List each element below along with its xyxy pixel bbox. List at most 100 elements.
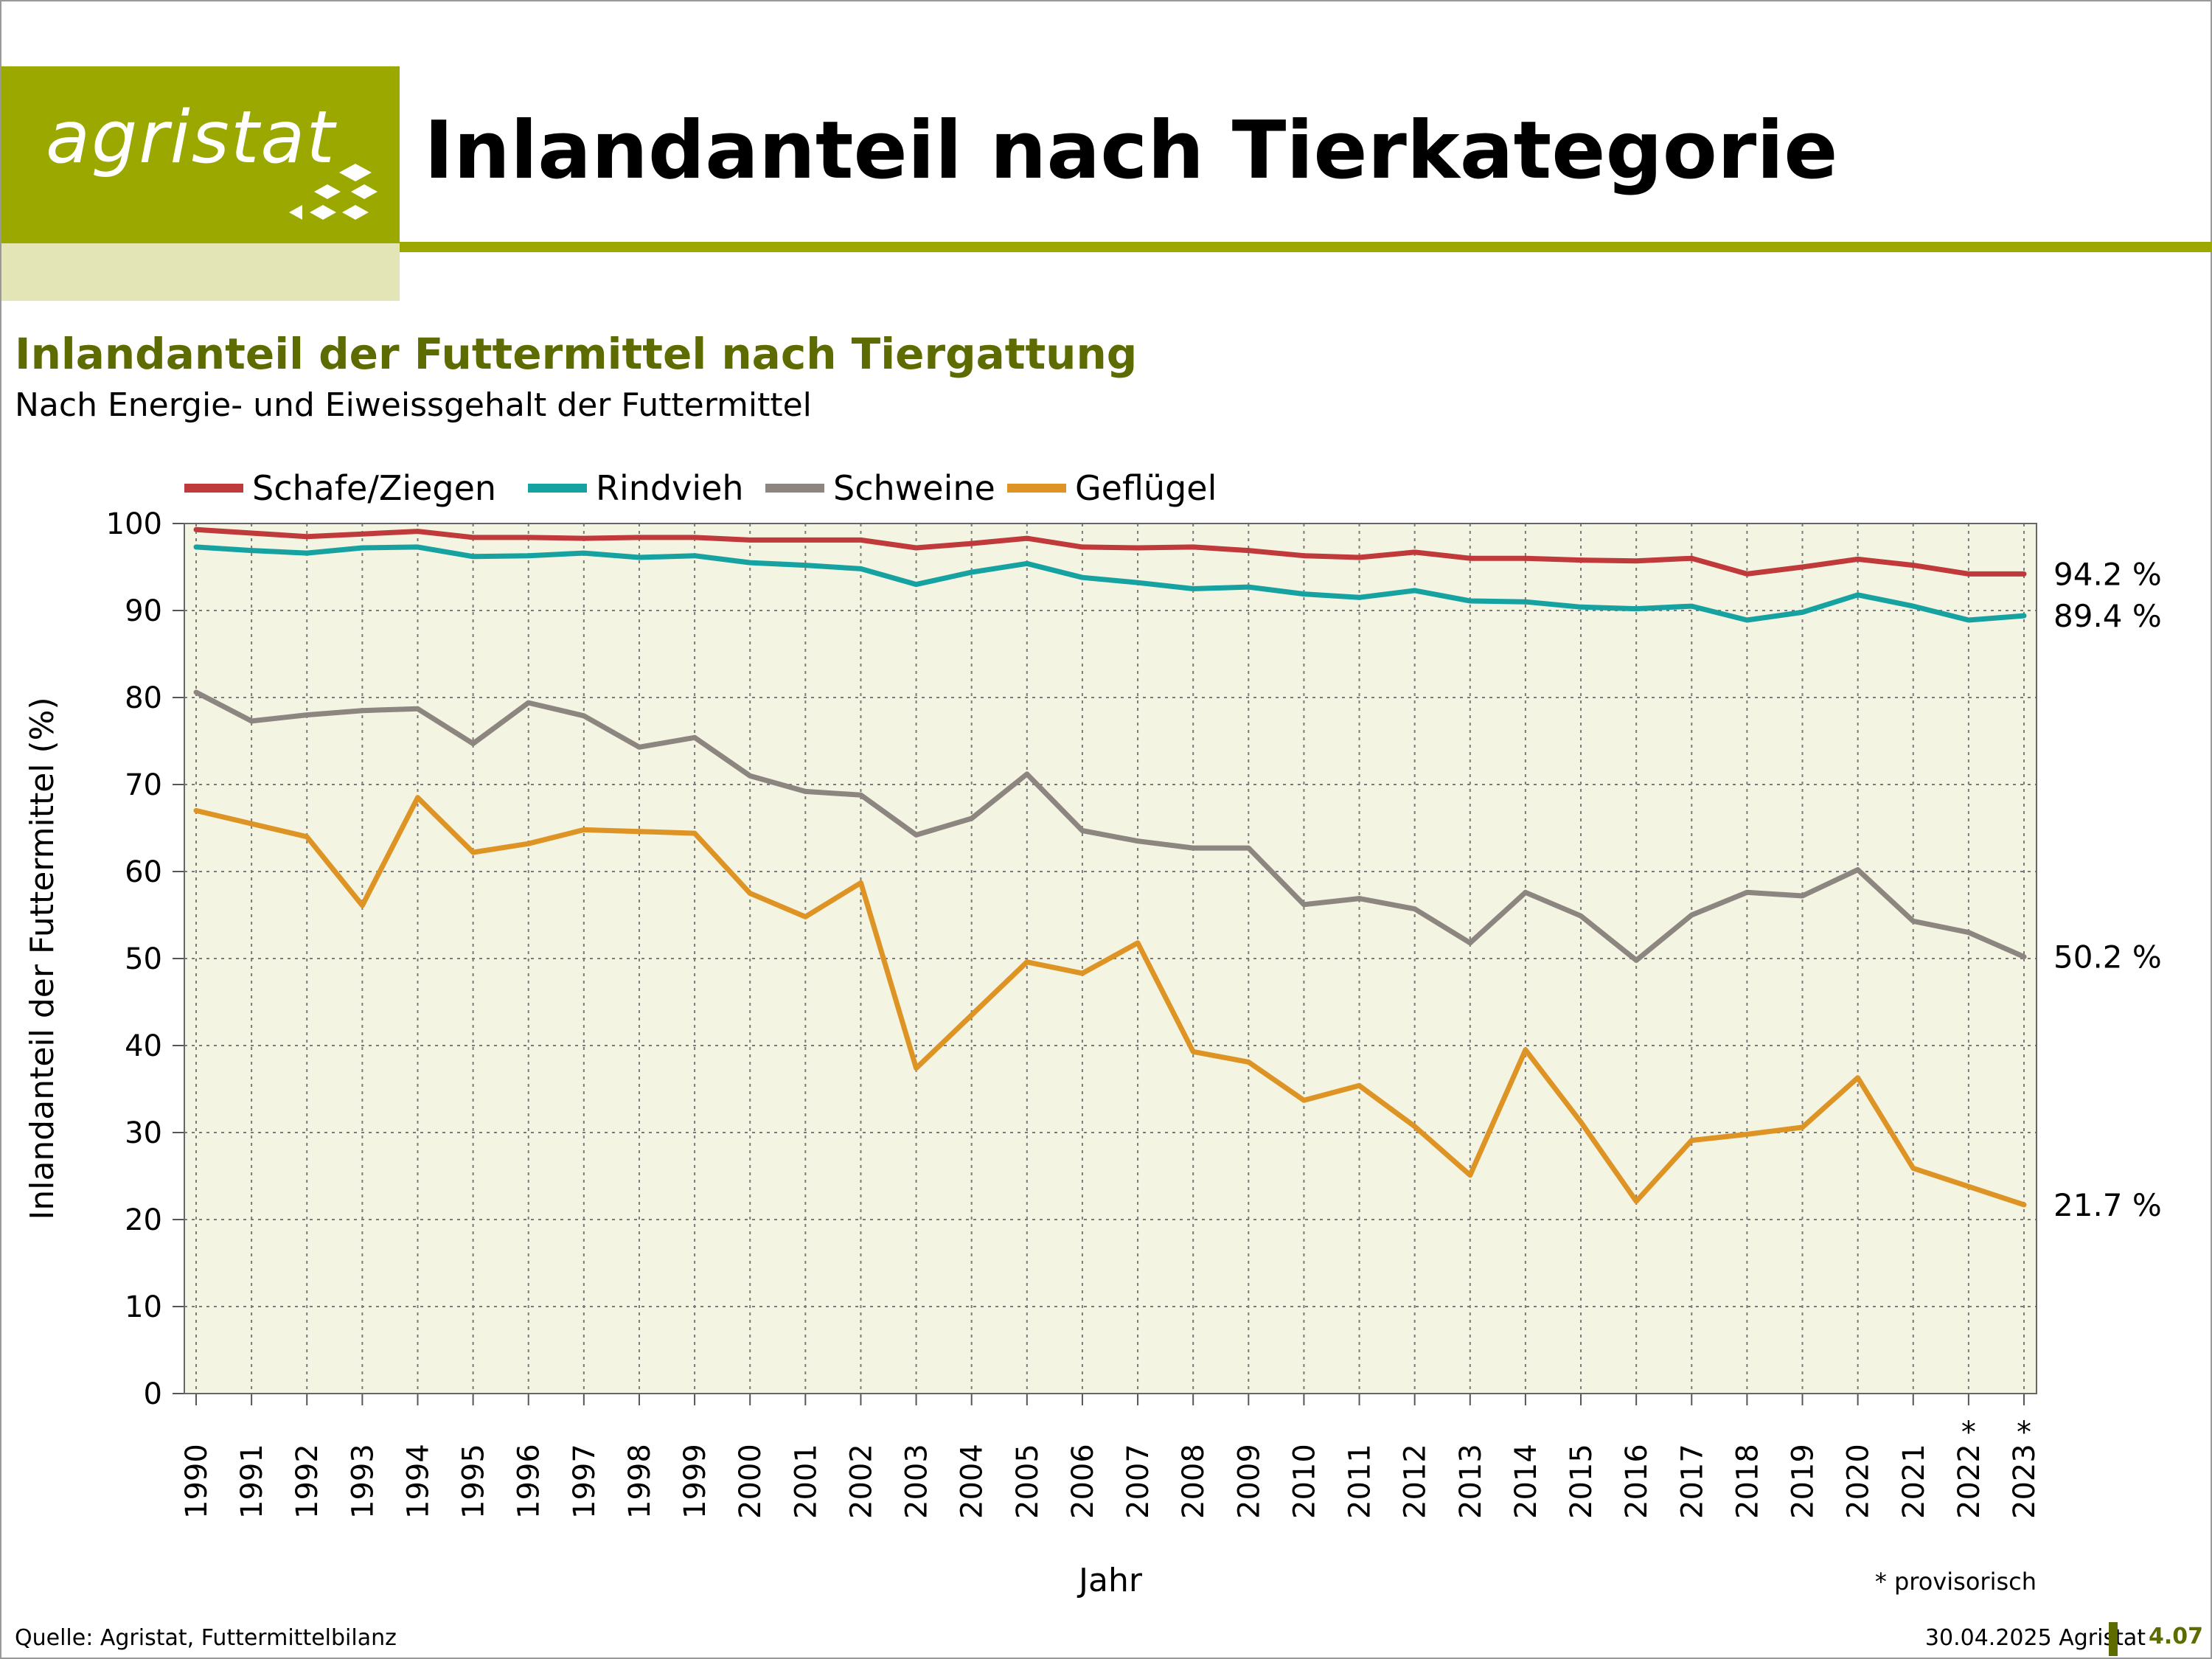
x-tick-label: 1993 <box>346 1444 380 1519</box>
data-point <box>1079 828 1085 833</box>
data-point <box>1467 599 1472 603</box>
y-tick-label: 60 <box>125 855 162 889</box>
data-point <box>249 821 254 827</box>
data-point <box>470 554 476 559</box>
x-tick-label: 2015 <box>1565 1444 1599 1519</box>
data-point <box>581 713 586 718</box>
x-tick-label: 2013 <box>1454 1444 1488 1519</box>
x-tick-label: 2001 <box>789 1444 823 1519</box>
data-point <box>969 816 974 821</box>
data-point <box>748 538 753 543</box>
agristat-logo-text: agristat <box>46 96 336 180</box>
data-point <box>1191 544 1196 549</box>
data-point <box>1301 902 1307 907</box>
data-point <box>969 570 974 575</box>
x-tick-label: 1994 <box>401 1444 435 1519</box>
agristat-logo-mark-icon <box>289 164 378 220</box>
data-point <box>360 708 365 713</box>
data-point <box>1634 606 1639 611</box>
data-point <box>1301 591 1307 597</box>
footer-source: Quelle: Agristat, Futtermittelbilanz <box>15 1625 397 1651</box>
data-point <box>637 535 641 540</box>
data-point <box>1800 610 1805 615</box>
x-tick-label: 2002 <box>844 1444 878 1519</box>
data-point <box>1246 1060 1251 1065</box>
data-point <box>858 538 863 543</box>
footer-page-number: 4.07 <box>2149 1624 2204 1649</box>
series-line-2 <box>193 689 2027 963</box>
data-point <box>1855 867 1860 872</box>
data-point <box>1246 585 1251 590</box>
x-tick-label: 1991 <box>235 1444 269 1519</box>
data-point <box>637 829 641 834</box>
data-point <box>1357 1083 1362 1088</box>
x-tick-label: 1995 <box>457 1444 491 1519</box>
x-tick-label: 2012 <box>1399 1444 1433 1519</box>
data-point <box>526 553 531 558</box>
data-point <box>1579 557 1583 563</box>
y-tick-label: 90 <box>125 594 162 628</box>
data-point <box>194 527 198 532</box>
data-point <box>1966 618 1971 622</box>
data-point <box>1079 544 1085 549</box>
data-point <box>360 903 365 908</box>
data-point <box>692 831 698 836</box>
x-tick-label: 2004 <box>956 1444 990 1519</box>
data-point <box>360 546 365 550</box>
x-tick-label: 2020 <box>1842 1444 1876 1519</box>
data-point <box>858 566 863 571</box>
data-point <box>803 538 808 543</box>
header-rule <box>400 242 2212 252</box>
data-point <box>858 880 863 886</box>
x-tick-label: 2009 <box>1232 1444 1266 1519</box>
data-point <box>1910 1166 1916 1171</box>
data-point <box>360 532 365 537</box>
data-point <box>1357 595 1362 600</box>
x-tick-label: 1997 <box>568 1444 602 1519</box>
y-tick-label: 20 <box>125 1203 162 1237</box>
series-line-0 <box>193 526 2027 577</box>
data-point <box>1191 846 1196 851</box>
data-point <box>581 551 586 556</box>
y-tick-label: 80 <box>125 681 162 715</box>
y-tick-label: 50 <box>125 942 162 976</box>
data-point <box>2022 613 2026 619</box>
data-point <box>1024 771 1029 776</box>
data-point <box>1523 890 1528 895</box>
data-point <box>1135 940 1141 945</box>
data-point <box>526 535 531 540</box>
data-point <box>803 563 808 568</box>
plot-border <box>184 523 2037 1394</box>
data-point <box>1579 1119 1583 1124</box>
data-point <box>581 536 586 541</box>
data-point <box>1745 618 1750 622</box>
x-tick-label: 2007 <box>1121 1444 1155 1519</box>
data-point <box>581 827 586 832</box>
footer-divider <box>2109 1622 2118 1656</box>
data-point <box>1855 1075 1860 1080</box>
data-point <box>637 555 641 560</box>
x-tick-label: 1996 <box>512 1444 546 1519</box>
data-point <box>748 773 753 779</box>
provisional-mark: * <box>2017 1416 2031 1450</box>
data-point <box>305 534 310 539</box>
data-point <box>1800 1124 1805 1130</box>
data-point <box>526 700 531 706</box>
data-point <box>2022 571 2026 577</box>
x-tick-label: 2023 <box>2008 1444 2042 1519</box>
data-point <box>1523 1047 1528 1052</box>
legend-label: Schafe/Ziegen <box>252 468 496 508</box>
data-point <box>415 706 420 712</box>
data-point <box>1467 1172 1472 1178</box>
data-point <box>914 546 919 550</box>
data-point <box>1079 575 1085 580</box>
logo-underlay <box>1 243 400 301</box>
data-point <box>914 1065 919 1071</box>
data-point <box>1689 556 1694 561</box>
data-point <box>1523 556 1528 561</box>
data-point <box>1412 906 1417 911</box>
data-point <box>1135 580 1141 585</box>
data-point <box>415 544 420 549</box>
data-point <box>803 789 808 794</box>
data-point <box>1191 586 1196 591</box>
